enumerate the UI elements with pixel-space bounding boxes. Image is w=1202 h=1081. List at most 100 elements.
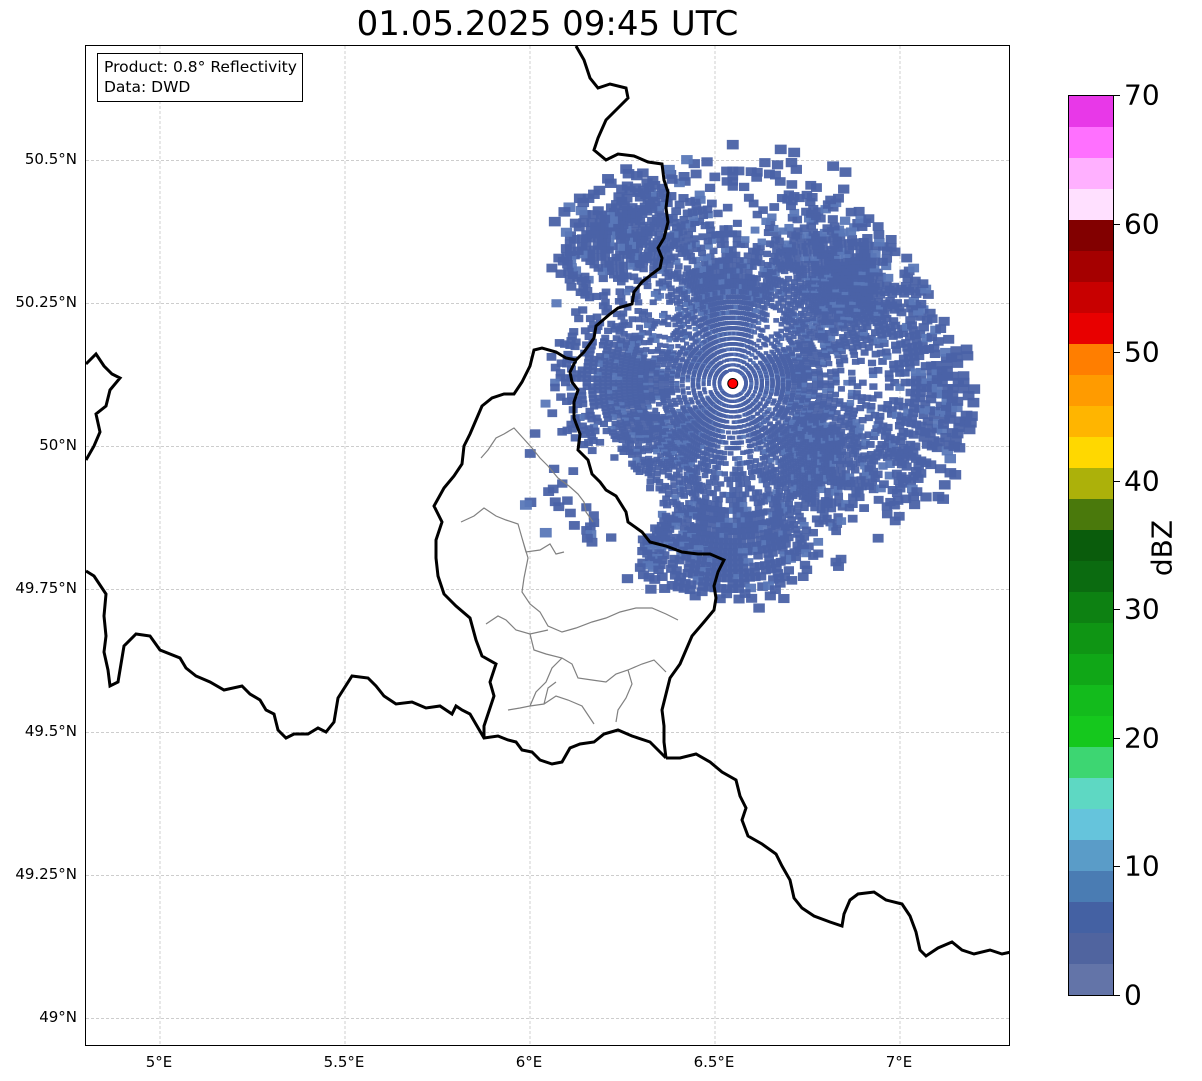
radar-echo-cell — [849, 410, 858, 417]
radar-echo-cell — [830, 403, 837, 409]
radar-echo-cell — [832, 391, 840, 398]
radar-echo-cell — [655, 333, 663, 339]
radar-echo-cell — [618, 436, 627, 444]
radar-echo-cell — [629, 354, 637, 360]
radar-echo-cell — [600, 420, 609, 428]
radar-echo-cell — [670, 316, 677, 322]
radar-echo-cell — [768, 457, 775, 463]
radar-echo-cell — [567, 397, 577, 405]
radar-echo-cell — [616, 419, 624, 426]
radar-echo-cell — [686, 554, 697, 562]
map-area[interactable] — [85, 45, 1010, 1046]
radar-echo-cell — [619, 425, 627, 432]
radar-echo-cell — [837, 345, 845, 351]
radar-echo-cell — [796, 382, 802, 387]
radar-echo-cell — [697, 373, 702, 378]
radar-echo-cell — [723, 538, 733, 546]
radar-echo-cell — [712, 438, 719, 443]
radar-echo-cell — [669, 375, 675, 380]
radar-echo-cell — [772, 423, 778, 429]
radar-echo-cell — [827, 348, 835, 355]
radar-echo-cell — [808, 228, 818, 237]
radar-echo-cell — [866, 450, 876, 459]
radar-echo-cell — [744, 338, 750, 343]
radar-echo-cell — [894, 421, 905, 430]
radar-echo-cell — [599, 394, 608, 401]
radar-echo-cell — [826, 396, 833, 402]
radar-echo-cell — [757, 309, 764, 315]
radar-echo-cell — [833, 349, 841, 356]
radar-echo-cell — [671, 397, 677, 402]
radar-echo-cell — [867, 334, 876, 342]
radar-echo-cell — [777, 351, 783, 356]
radar-echo-cell — [636, 385, 644, 391]
radar-echo-cell — [578, 400, 588, 408]
radar-echo-cell — [751, 463, 759, 469]
radar-echo-cell — [905, 378, 916, 387]
radar-echo-cell — [550, 383, 560, 392]
radar-echo-cell — [853, 453, 862, 461]
radar-echo-cell — [606, 400, 614, 407]
radar-echo-cell — [737, 527, 746, 535]
radar-echo-cell — [584, 333, 594, 341]
radar-echo-cell — [880, 432, 890, 440]
radar-echo-cell — [885, 449, 895, 457]
radar-echo-cell — [664, 314, 672, 320]
radar-echo-cell — [614, 346, 622, 353]
radar-echo-cell — [747, 389, 752, 393]
radar-echo-cell — [702, 388, 707, 393]
radar-echo-cell — [740, 450, 746, 455]
radar-echo-cell — [665, 367, 671, 373]
radar-echo-cell — [757, 360, 763, 365]
radar-echo-cell — [627, 400, 635, 406]
radar-echo-cell — [745, 350, 751, 355]
radar-echo-cell — [711, 469, 718, 475]
radar-echo-cell — [758, 525, 768, 532]
radar-echo-cell — [844, 409, 852, 416]
radar-echo-cell — [639, 265, 648, 273]
radar-echo-cell — [882, 428, 892, 436]
radar-echo-cell — [674, 540, 685, 548]
radar-echo-cell — [649, 258, 659, 266]
radar-echo-cell — [832, 374, 840, 380]
radar-echo-cell — [891, 341, 901, 349]
radar-echo-cell — [825, 360, 833, 367]
radar-echo-cell — [746, 532, 755, 540]
radar-echo-cell — [649, 299, 657, 306]
radar-echo-cell — [620, 373, 628, 380]
radar-echo-cell — [666, 362, 672, 367]
radar-echo-cell — [795, 409, 801, 415]
radar-echo-cell — [802, 280, 810, 287]
radar-echo-cell — [751, 360, 756, 365]
radar-echo-cell — [742, 547, 753, 556]
radar-echo-cell — [770, 538, 780, 546]
radar-echo-cell — [680, 372, 686, 377]
radar-echo-cell — [698, 211, 709, 220]
radar-echo-cell — [671, 223, 682, 232]
radar-echo-cell — [752, 210, 762, 219]
radar-echo-cell — [705, 536, 715, 544]
radar-echo-cell — [695, 324, 702, 330]
radar-echo-cell — [680, 376, 685, 381]
radar-echo-cell — [696, 378, 701, 382]
radar-echo-cell — [626, 391, 634, 398]
radar-echo-cell — [817, 317, 825, 323]
radar-echo-cell — [803, 344, 810, 350]
radar-echo-cell — [625, 413, 633, 419]
radar-echo-cell — [770, 382, 775, 386]
radar-echo-cell — [798, 297, 806, 303]
radar-echo-cell — [870, 329, 880, 337]
radar-echo-cell — [672, 322, 679, 328]
radar-echo-cell — [609, 383, 618, 390]
radar-echo-cell — [689, 544, 699, 552]
radar-echo-cell — [850, 438, 859, 445]
radar-echo-cell — [593, 368, 602, 375]
radar-echo-cell — [748, 448, 754, 454]
radar-echo-cell — [701, 378, 706, 383]
radar-echo-cell — [760, 433, 766, 438]
radar-echo-cell — [822, 388, 829, 394]
radar-echo-cell — [757, 238, 766, 246]
radar-echo-cell — [653, 387, 659, 392]
radar-echo-cell — [606, 404, 615, 411]
radar-echo-cell — [878, 422, 888, 430]
